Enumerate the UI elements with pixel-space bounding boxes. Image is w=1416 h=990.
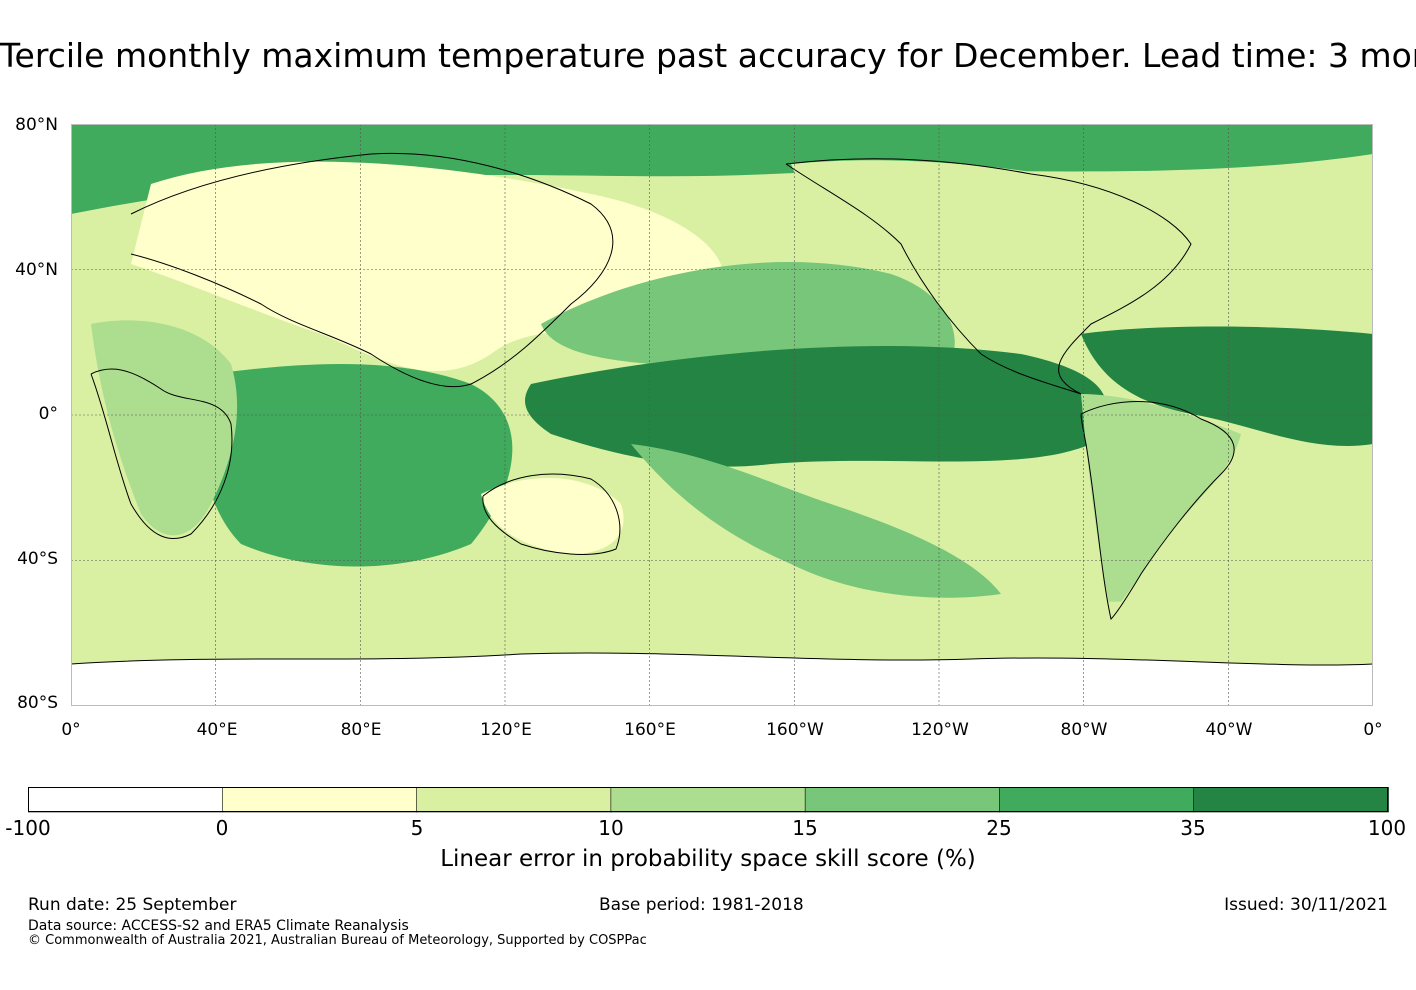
colorbar-tick: 35: [1180, 816, 1206, 840]
coast-australia: [482, 473, 621, 555]
colorbar-tick: 100: [1367, 816, 1407, 840]
colorbar-cell: [1193, 787, 1389, 813]
lat-label-80n: 80°N: [15, 115, 58, 135]
colorbar-tick: 0: [215, 816, 229, 840]
coast-africa: [90, 368, 233, 540]
run-date: Run date: 25 September: [28, 895, 237, 915]
region-north-america: [791, 160, 1189, 376]
colorbar-tick: 15: [792, 816, 818, 840]
lon-label-40w: 40°W: [1205, 720, 1253, 740]
colorbar: [28, 787, 1389, 813]
region-antarctica: [71, 652, 1373, 706]
lon-label-80e: 80°E: [340, 720, 382, 740]
coast-north-america: [785, 158, 1192, 395]
colorbar-tick: 10: [598, 816, 624, 840]
coast-antarctica: [71, 652, 1373, 666]
region-tropical-atlantic: [1081, 326, 1373, 447]
region-africa: [91, 320, 238, 536]
lon-label-160w: 160°W: [766, 720, 824, 740]
colorbar-cell: [416, 787, 612, 813]
colorbar-tick: 25: [986, 816, 1012, 840]
lat-label-40n: 40°N: [15, 260, 58, 280]
lon-label-0: 0°: [61, 720, 81, 740]
graticule: [71, 124, 1373, 706]
colorbar-tick: 5: [410, 816, 424, 840]
region-south-america: [1081, 394, 1241, 614]
colorbar-cell: [221, 787, 418, 813]
lon-label-80w: 80°W: [1060, 720, 1108, 740]
coast-eurasia: [130, 152, 614, 388]
chart-title: Tercile monthly maximum temperature past…: [0, 36, 1416, 75]
data-source: Data source: ACCESS-S2 and ERA5 Climate …: [28, 918, 409, 934]
colorbar-cell: [610, 787, 806, 813]
region-southern-ocean: [71, 577, 1373, 660]
copyright: © Commonwealth of Australia 2021, Austra…: [28, 933, 647, 948]
region-equatorial-pacific: [525, 345, 1107, 467]
lon-label-120w: 120°W: [911, 720, 969, 740]
colorbar-label: Linear error in probability space skill …: [440, 846, 976, 872]
lat-label-40s: 40°S: [17, 549, 58, 569]
lon-label-120e: 120°E: [480, 720, 532, 740]
lon-label-0-right: 0°: [1363, 720, 1383, 740]
colorbar-cells: [28, 787, 1389, 813]
colorbar-frame: [28, 787, 1388, 812]
lon-label-40e: 40°E: [196, 720, 238, 740]
region-arctic: [71, 124, 1373, 214]
lat-label-0: 0°: [38, 404, 58, 424]
map-frame: [71, 124, 1373, 706]
base-period: Base period: 1981-2018: [599, 895, 804, 915]
colorbar-cell: [804, 787, 1001, 813]
lon-label-160e: 160°E: [624, 720, 676, 740]
lat-label-80s: 80°S: [17, 693, 58, 713]
colorbar-tick: -100: [5, 816, 51, 840]
skill-field-layer: [71, 124, 1373, 706]
skill-score-map: [71, 124, 1373, 706]
coastlines: [71, 152, 1373, 666]
issued-date: Issued: 30/11/2021: [1224, 895, 1388, 915]
region-south-pacific: [631, 444, 1001, 598]
coast-south-america: [1080, 401, 1235, 620]
colorbar-cell: [999, 787, 1195, 813]
colorbar-cell: [28, 787, 224, 813]
region-australia: [481, 477, 624, 554]
region-indian-ocean: [201, 364, 513, 567]
